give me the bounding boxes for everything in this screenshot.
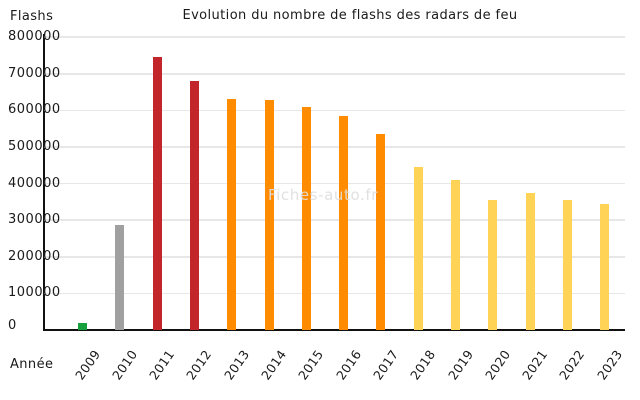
- bar-2013: [227, 99, 237, 330]
- x-tick-label-2010: 2010: [108, 347, 141, 383]
- bar-2010: [115, 224, 125, 330]
- bar-2018: [413, 167, 423, 330]
- x-tick-label-2009: 2009: [71, 347, 103, 383]
- bar-2020: [488, 199, 498, 330]
- gridline-100000: [44, 292, 625, 295]
- x-tick-label-2015: 2015: [295, 347, 327, 383]
- bar-2017: [376, 134, 386, 330]
- gridline-700000: [44, 73, 625, 75]
- bar-2009: [78, 322, 87, 330]
- x-axis-line: [43, 329, 625, 331]
- y-tick-label-500000: 500000: [8, 139, 61, 154]
- bar-2011: [152, 57, 162, 330]
- bar-2016: [339, 115, 349, 330]
- x-tick-label-2014: 2014: [258, 347, 290, 383]
- x-tick-label-2020: 2020: [481, 347, 514, 383]
- x-tick-label-2017: 2017: [369, 347, 402, 383]
- gridline-200000: [44, 256, 625, 258]
- bar-2019: [451, 179, 460, 330]
- x-tick-label-2018: 2018: [407, 347, 439, 383]
- chart-title: Evolution du nombre de flashs des radars…: [182, 8, 518, 23]
- x-tick-label-2021: 2021: [519, 347, 551, 383]
- y-tick-label-300000: 300000: [8, 212, 61, 228]
- x-tick-label-2022: 2022: [556, 347, 588, 383]
- x-axis-title: Année: [10, 357, 54, 372]
- y-tick-label-100000: 100000: [8, 285, 61, 301]
- y-tick-label-400000: 400000: [8, 175, 61, 191]
- gridline-300000: [44, 219, 625, 221]
- bar-2023: [600, 204, 610, 330]
- x-tick-label-2023: 2023: [593, 347, 625, 383]
- bar-2014: [264, 100, 274, 330]
- gridline-800000: [44, 36, 625, 38]
- y-axis-line: [43, 34, 45, 330]
- y-tick-label-200000: 200000: [8, 248, 61, 264]
- y-tick-label-600000: 600000: [8, 102, 61, 118]
- y-axis-title: Flashs: [10, 9, 54, 24]
- x-tick-label-2019: 2019: [444, 347, 476, 383]
- x-tick-label-2013: 2013: [220, 347, 252, 383]
- x-tick-label-2012: 2012: [183, 347, 215, 383]
- x-tick-label-2016: 2016: [332, 347, 364, 383]
- y-tick-label-800000: 800000: [8, 29, 61, 45]
- bar-2021: [525, 193, 535, 330]
- bar-2012: [189, 81, 199, 330]
- gridline-400000: [44, 182, 625, 185]
- bar-2015: [301, 106, 311, 330]
- gridline-600000: [44, 109, 625, 112]
- watermark: Fiches-auto.fr: [268, 186, 379, 204]
- bar-2022: [562, 200, 572, 330]
- y-tick-label-0: 0: [8, 318, 17, 333]
- gridline-500000: [44, 146, 625, 148]
- y-tick-label-700000: 700000: [8, 65, 61, 81]
- x-tick-label-2011: 2011: [146, 347, 178, 383]
